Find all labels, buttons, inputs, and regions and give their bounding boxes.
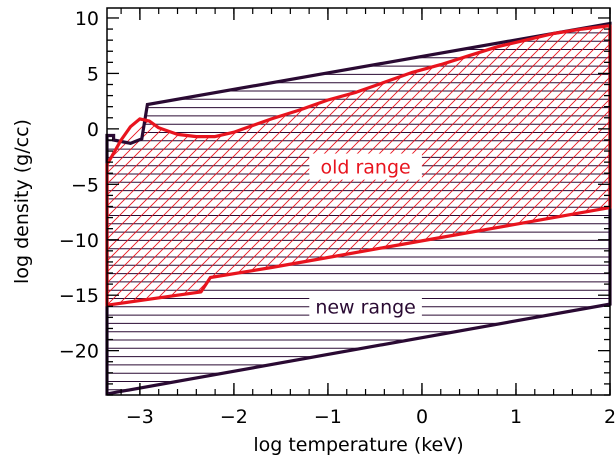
hatch-line-diagonal: [258, 25, 610, 306]
hatch-line-diagonal: [214, 25, 603, 306]
hatch-line-diagonal: [107, 25, 306, 306]
new-range-hatch: [107, 24, 610, 391]
hatch-line-diagonal: [324, 25, 610, 306]
hatch-line-diagonal: [302, 25, 610, 306]
hatch-line-diagonal: [107, 25, 229, 306]
hatch-line-diagonal: [379, 25, 610, 306]
x-tick-label: 2: [604, 406, 616, 428]
hatch-line-diagonal: [137, 25, 526, 306]
hatch-line-diagonal: [126, 25, 515, 306]
plot-frame: [106, 7, 611, 396]
hatch-line-diagonal: [313, 25, 610, 306]
annotation-background: [309, 293, 422, 320]
annotation-background: [309, 153, 422, 180]
hatch-line-diagonal: [401, 25, 610, 306]
hatch-line-diagonal: [107, 25, 295, 306]
y-tick-label: 5: [87, 63, 99, 85]
hatch-line-diagonal: [107, 25, 273, 306]
hatch-line-diagonal: [412, 25, 610, 306]
annotation-label: new range: [315, 296, 416, 318]
hatch-line-diagonal: [107, 25, 317, 306]
hatch-line-diagonal: [107, 25, 350, 306]
y-axis-title: log density (g/cc): [11, 119, 33, 284]
hatch-line-diagonal: [159, 25, 548, 306]
hatch-line-diagonal: [346, 25, 610, 306]
hatch-line-diagonal: [368, 25, 610, 306]
hatch-line-diagonal: [107, 25, 405, 306]
hatch-line-diagonal: [247, 25, 610, 306]
hatch-line-diagonal: [203, 25, 592, 306]
hatch-line-diagonal: [107, 25, 328, 306]
x-tick-label: −2: [220, 406, 248, 428]
y-tick-label: −5: [71, 174, 99, 196]
hatch-line-diagonal: [107, 25, 394, 306]
hatch-line-diagonal: [107, 25, 493, 306]
y-tick-label: −20: [59, 341, 99, 363]
old-range-outline: [105, 24, 612, 307]
hatch-line-diagonal: [236, 25, 610, 306]
hatch-line-diagonal: [107, 25, 284, 306]
hatch-line-diagonal: [107, 25, 383, 306]
y-tick-label: 0: [87, 119, 99, 141]
hatch-line-diagonal: [107, 25, 240, 306]
hatch-line-diagonal: [335, 25, 610, 306]
x-tick-label: −3: [126, 406, 154, 428]
annotations: old range new range: [309, 153, 422, 320]
y-tick-label: −15: [59, 285, 99, 307]
hatch-line-diagonal: [280, 25, 610, 306]
hatch-line-diagonal: [107, 25, 251, 306]
hatch-line-diagonal: [357, 25, 610, 306]
hatch-line-diagonal: [269, 25, 610, 306]
hatch-line-diagonal: [115, 25, 504, 306]
new-range-outline: [105, 21, 612, 396]
hatch-line-diagonal: [170, 25, 559, 306]
hatch-line-diagonal: [107, 25, 372, 306]
x-tick-label: −1: [314, 406, 342, 428]
x-tick-label: 1: [510, 406, 522, 428]
y-tick-label: −10: [59, 230, 99, 252]
hatch-line-diagonal: [390, 25, 610, 306]
hatch-line-diagonal: [225, 25, 610, 306]
hatch-line-diagonal: [192, 25, 581, 306]
hatch-line-diagonal: [148, 25, 537, 306]
hatch-line-diagonal: [181, 25, 570, 306]
x-tick-label: 0: [416, 406, 428, 428]
hatch-line-diagonal: [107, 25, 361, 306]
y-tick-label: 10: [75, 8, 99, 30]
annotation-label: old range: [320, 157, 410, 179]
x-axis-title: log temperature (keV): [253, 434, 463, 456]
hatch-line-diagonal: [291, 25, 610, 306]
